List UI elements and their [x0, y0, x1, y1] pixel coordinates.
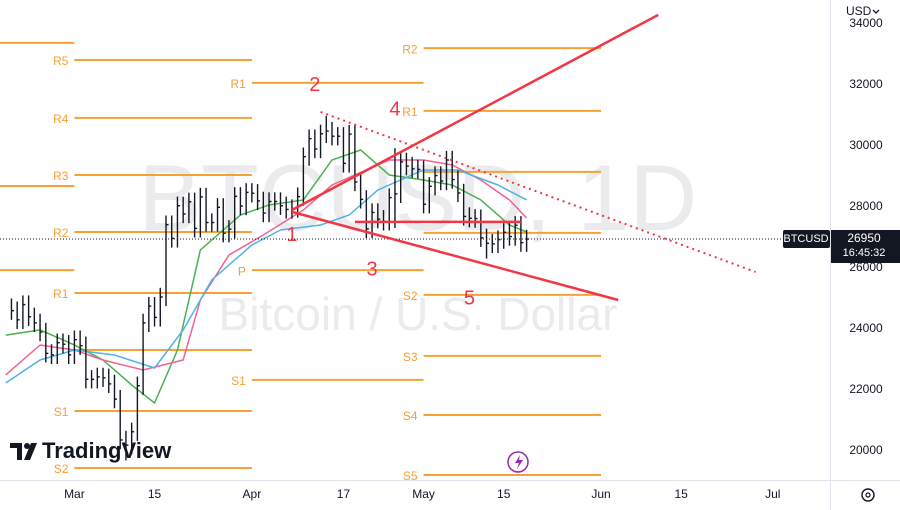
wave-label: 2 — [309, 74, 320, 96]
alert-bolt[interactable] — [515, 455, 523, 469]
currency-label[interactable]: USD — [846, 4, 872, 18]
pivot-label: S1 — [54, 405, 69, 419]
wave-label: 3 — [367, 258, 378, 280]
wave-label: 1 — [286, 224, 297, 246]
chevron[interactable] — [872, 9, 880, 14]
pivot-label: R4 — [53, 112, 69, 126]
countdown: 16:45:32 — [843, 247, 886, 259]
logo-mark — [10, 443, 22, 460]
x-tick-label: May — [412, 487, 435, 501]
logo-text: TradingView — [42, 438, 172, 463]
x-tick-label: Jun — [591, 487, 610, 501]
pivot-label: S2 — [54, 462, 69, 476]
wave-label: 5 — [464, 287, 475, 309]
y-tick-label: 28000 — [849, 199, 883, 213]
y-tick-label: 34000 — [849, 16, 883, 30]
x-tick-label: Mar — [64, 487, 85, 501]
pivot-label: R1 — [402, 105, 418, 119]
pivot-label: R1 — [53, 287, 69, 301]
pivot-label: S5 — [403, 469, 418, 483]
pivot-label: R2 — [402, 42, 418, 56]
trendline — [291, 13, 659, 212]
x-tick-label: 15 — [674, 487, 688, 501]
y-tick-label: 20000 — [849, 443, 883, 457]
settings-button[interactable] — [861, 488, 875, 502]
pivot-label: R3 — [53, 169, 69, 183]
price-tag-value: 26950 — [847, 231, 881, 245]
x-tick-label: Jul — [765, 487, 780, 501]
gear-center[interactable] — [865, 492, 871, 498]
currency-selector[interactable]: USD — [846, 4, 880, 18]
trendline — [291, 210, 619, 302]
x-tick-label: 15 — [148, 487, 162, 501]
x-tick-label: Apr — [243, 487, 262, 501]
pivot-label: R2 — [53, 226, 69, 240]
price-tag — [831, 230, 900, 264]
x-tick-label: 15 — [497, 487, 511, 501]
pivot-label: S1 — [231, 374, 246, 388]
moving-average — [5, 159, 528, 376]
y-tick-label: 24000 — [849, 321, 883, 335]
symbol-tag-label: BTCUSD — [783, 233, 828, 245]
symbol-tag — [783, 230, 830, 249]
wave-label: 4 — [389, 98, 400, 120]
x-tick-label: 17 — [337, 487, 351, 501]
pivot-label: R5 — [53, 54, 69, 68]
pivot-label: R1 — [231, 77, 247, 91]
y-tick-label: 22000 — [849, 382, 883, 396]
tradingview-logo: TradingView — [10, 438, 172, 463]
plot-area: BTCUSD, 1D Bitcoin / U.S. Dollar R5R4R3R… — [0, 13, 830, 483]
y-tick-label: 30000 — [849, 138, 883, 152]
y-tick-label: 32000 — [849, 77, 883, 91]
pivot-label: P — [238, 264, 246, 278]
pivot-label: S3 — [403, 350, 418, 364]
pivot-label: S2 — [403, 289, 418, 303]
y-tick-label: 26000 — [849, 260, 883, 274]
gear[interactable] — [861, 488, 875, 502]
alert-icon[interactable] — [507, 451, 529, 473]
logo-mark — [24, 443, 37, 460]
description-watermark: Bitcoin / U.S. Dollar — [219, 288, 618, 340]
pivot-label: S4 — [403, 409, 418, 423]
logo-dot — [24, 443, 30, 449]
